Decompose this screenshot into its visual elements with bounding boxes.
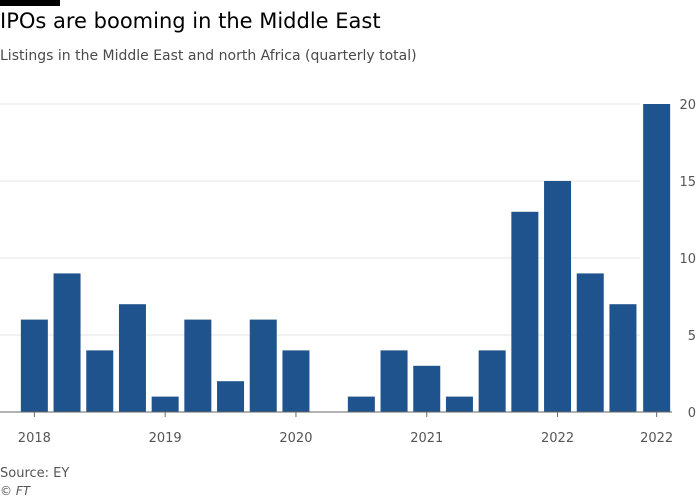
x-tick-label: 2018: [18, 431, 51, 446]
bar: [511, 211, 539, 412]
bar: [347, 396, 375, 412]
bar: [249, 319, 277, 412]
y-tick-label: 0: [688, 406, 696, 421]
chart-title: IPOs are booming in the Middle East: [0, 9, 381, 33]
x-tick-label: 2022: [640, 431, 673, 446]
chart-subtitle: Listings in the Middle East and north Af…: [0, 48, 417, 64]
bar: [184, 319, 212, 412]
y-tick-label: 15: [679, 175, 696, 190]
bar: [478, 350, 506, 412]
bars: [20, 104, 671, 412]
x-tick-label: 2021: [410, 431, 443, 446]
bar: [413, 365, 441, 412]
bar: [609, 304, 637, 412]
bar: [643, 104, 671, 412]
x-tick-label: 2022: [541, 431, 574, 446]
bar: [118, 304, 146, 412]
y-axis-labels: 0 5 10 15 20: [679, 98, 696, 421]
bar: [576, 273, 604, 412]
gridlines: [0, 103, 640, 336]
source-note: Source: EY: [0, 466, 70, 481]
bar: [20, 319, 48, 412]
x-tick-label: 2019: [149, 431, 182, 446]
y-tick-label: 5: [688, 329, 696, 344]
top-rule: [0, 0, 60, 6]
x-tick-label: 2020: [279, 431, 312, 446]
bar: [151, 396, 179, 412]
bar: [86, 350, 114, 412]
bar: [445, 396, 473, 412]
bar-chart: 0 5 10 15 20 2018 2019 2020 2021 2022 2022: [0, 98, 696, 446]
ft-credit: © FT: [0, 484, 31, 498]
y-tick-label: 20: [679, 98, 696, 113]
bar: [53, 273, 81, 412]
bar: [380, 350, 408, 412]
y-tick-label: 10: [679, 252, 696, 267]
bar: [544, 181, 572, 412]
bar: [282, 350, 310, 412]
bar: [217, 381, 245, 412]
x-axis: 2018 2019 2020 2021 2022 2022: [0, 411, 673, 446]
